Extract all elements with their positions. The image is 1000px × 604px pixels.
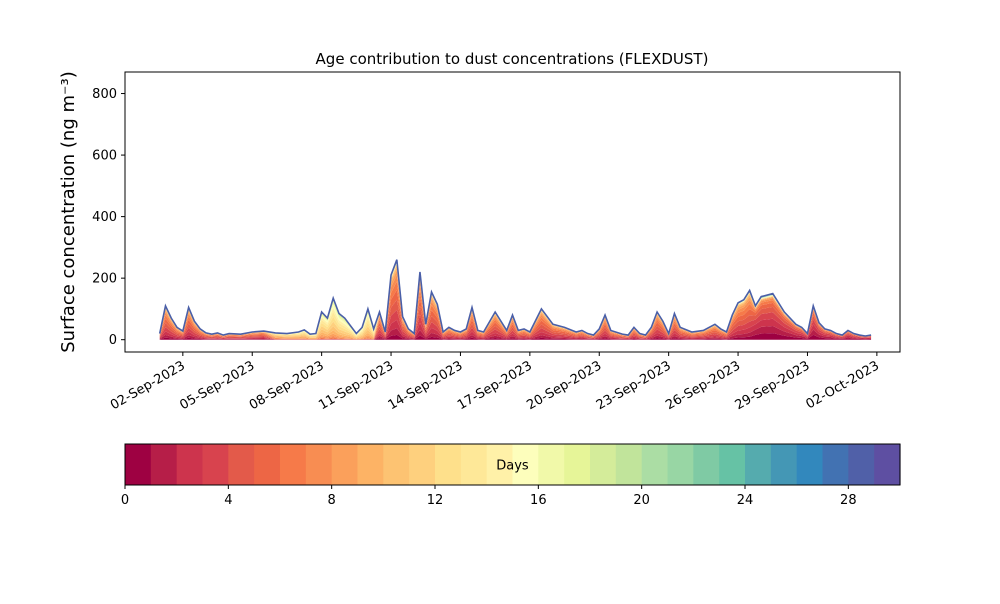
- colorbar-bin: [590, 444, 617, 485]
- y-tick-label: 0: [109, 333, 117, 348]
- colorbar-bin: [305, 444, 333, 485]
- colorbar-frame: [124, 443, 901, 486]
- colorbar-bin: [874, 444, 901, 485]
- colorbar-bin: [357, 444, 384, 485]
- age-band-6: [159, 281, 872, 340]
- colorbar-tick-label: 0: [121, 493, 129, 508]
- colorbar-tick-label: 28: [840, 493, 857, 508]
- chart-title: Age contribution to dust concentrations …: [316, 50, 709, 68]
- colorbar-bin: [796, 444, 824, 485]
- x-tick-label: 20-Sep-2023: [524, 358, 604, 413]
- x-tick-label: 08-Sep-2023: [247, 358, 327, 413]
- colorbar-bin: [383, 444, 410, 485]
- colorbar-bin: [202, 444, 229, 485]
- age-band-3: [159, 310, 872, 340]
- age-band-7: [159, 274, 872, 340]
- y-tick-label: 200: [92, 272, 117, 287]
- colorbar-tick-label: 4: [224, 493, 232, 508]
- plot-frame: [124, 71, 901, 353]
- series-stack: [158, 259, 872, 340]
- colorbar-bin: [667, 444, 694, 485]
- age-band-5: [159, 290, 872, 340]
- colorbar-bin: [460, 444, 488, 485]
- x-axis: 02-Sep-202305-Sep-202308-Sep-202311-Sep-…: [108, 352, 882, 413]
- colorbar: Days 0 4 8 12 16 20 24 28: [121, 443, 901, 508]
- colorbar-bin: [564, 444, 591, 485]
- x-tick-label: 11-Sep-2023: [316, 358, 396, 413]
- y-axis: 0 200 400 600 800: [92, 87, 125, 348]
- colorbar-bin: [280, 444, 307, 485]
- colorbar-bin: [693, 444, 720, 485]
- colorbar-bin: [435, 444, 462, 485]
- colorbar-bin: [538, 444, 565, 485]
- colorbar-bin: [409, 444, 436, 485]
- x-tick-label: 05-Sep-2023: [177, 358, 257, 413]
- colorbar-bin: [615, 444, 643, 485]
- colorbar-bin: [331, 444, 359, 485]
- age-band-14: [159, 262, 872, 337]
- x-tick-label: 26-Sep-2023: [663, 358, 743, 413]
- age-band-8: [159, 270, 872, 340]
- y-tick-label: 800: [92, 87, 117, 102]
- colorbar-label: Days: [496, 459, 529, 474]
- colorbar-bin: [641, 444, 669, 485]
- colorbar-tick-label: 12: [427, 493, 444, 508]
- x-tick-label: 29-Sep-2023: [733, 358, 813, 413]
- colorbar-bin: [770, 444, 798, 485]
- colorbar-tick-label: 8: [328, 493, 336, 508]
- x-tick-label: 23-Sep-2023: [594, 358, 674, 413]
- age-band-0: [159, 333, 872, 340]
- colorbar-bin: [822, 444, 849, 485]
- colorbar-tick-label: 16: [530, 493, 547, 508]
- x-tick-label: 02-Sep-2023: [108, 358, 188, 413]
- x-tick-label: 14-Sep-2023: [386, 358, 466, 413]
- x-tick-label: 17-Sep-2023: [455, 358, 535, 413]
- colorbar-bin: [176, 444, 204, 485]
- colorbar-bin: [719, 444, 746, 485]
- colorbar-bin: [745, 444, 772, 485]
- plot-area: [124, 71, 901, 353]
- colorbar-bin: [125, 444, 152, 485]
- y-tick-label: 600: [92, 149, 117, 164]
- colorbar-bin: [150, 444, 178, 485]
- colorbar-bin: [512, 444, 539, 485]
- age-band-4: [159, 299, 872, 340]
- colorbar-tick-label: 20: [633, 493, 650, 508]
- colorbar-tick-label: 24: [737, 493, 754, 508]
- total-line: [158, 259, 872, 337]
- colorbar-bin: [254, 444, 281, 485]
- colorbar-bin: [486, 444, 514, 485]
- colorbar-bin: [848, 444, 875, 485]
- x-tick-label: 02-Oct-2023: [803, 358, 881, 412]
- y-tick-label: 400: [92, 210, 117, 225]
- y-axis-label: Surface concentration (ng m⁻³): [58, 71, 79, 353]
- colorbar-bin: [228, 444, 255, 485]
